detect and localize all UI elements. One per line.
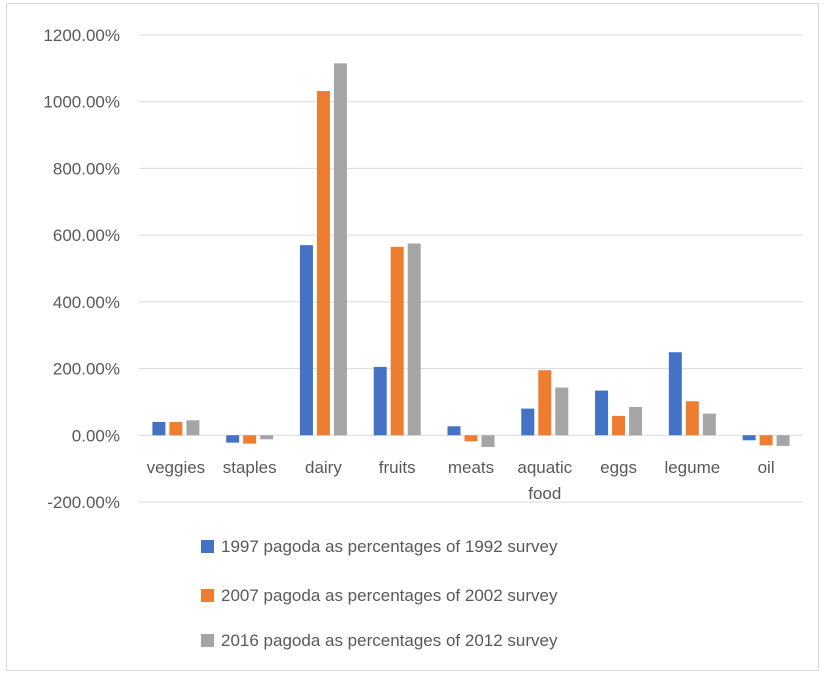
bar <box>759 435 773 446</box>
legend-label: 2016 pagoda as percentages of 2012 surve… <box>221 631 558 650</box>
bar <box>316 91 330 436</box>
x-axis-category-labels: veggies staples dairy fruits meats aquatic foo… <box>147 458 775 503</box>
bar <box>169 421 183 436</box>
y-tick-label: 1200.00% <box>43 26 120 45</box>
y-tick-label: 600.00% <box>53 226 120 245</box>
bar <box>373 366 387 436</box>
y-tick-label: 1000.00% <box>43 93 120 112</box>
bar <box>538 370 552 436</box>
category-label: dairy <box>305 458 342 477</box>
legend-swatch <box>201 540 214 553</box>
bar <box>186 420 200 436</box>
bar <box>595 390 609 436</box>
bar <box>629 406 643 436</box>
bar <box>521 408 535 436</box>
category-label: meats <box>448 458 494 477</box>
bar <box>390 246 404 436</box>
y-tick-label: 0.00% <box>72 426 120 445</box>
bar <box>685 401 699 436</box>
bar <box>152 421 166 436</box>
y-tick-label: -200.00% <box>47 493 120 512</box>
bar <box>407 243 421 436</box>
category-label: staples <box>223 458 277 477</box>
category-label: veggies <box>147 458 206 477</box>
bar <box>333 63 347 436</box>
y-tick-label: 800.00% <box>53 159 120 178</box>
bar <box>299 245 313 436</box>
legend-swatch <box>201 589 214 602</box>
y-tick-label: 200.00% <box>53 360 120 379</box>
legend-label: 1997 pagoda as percentages of 1992 surve… <box>221 537 558 556</box>
bar <box>243 435 257 444</box>
category-label: eggs <box>600 458 637 477</box>
bar <box>776 435 790 446</box>
legend: 1997 pagoda as percentages of 1992 surve… <box>201 537 558 650</box>
bar <box>555 387 569 436</box>
category-label: legume <box>664 458 720 477</box>
bars <box>152 63 790 447</box>
legend-label: 2007 pagoda as percentages of 2002 surve… <box>221 586 558 605</box>
bar <box>226 435 240 443</box>
category-label: aquatic <box>517 458 572 477</box>
category-label: food <box>528 484 561 503</box>
legend-swatch <box>201 634 214 647</box>
category-label: fruits <box>379 458 416 477</box>
bar <box>742 435 756 441</box>
bar <box>481 435 495 447</box>
y-tick-label: 400.00% <box>53 293 120 312</box>
bar <box>702 413 716 436</box>
bar <box>464 435 478 442</box>
bar <box>447 426 461 436</box>
bar <box>668 352 682 436</box>
y-axis-tick-labels: -200.00% 0.00% 200.00% 400.00% 600.00% 800.00… <box>43 26 120 512</box>
category-label: oil <box>758 458 775 477</box>
bar <box>260 435 274 440</box>
bar <box>612 415 626 436</box>
